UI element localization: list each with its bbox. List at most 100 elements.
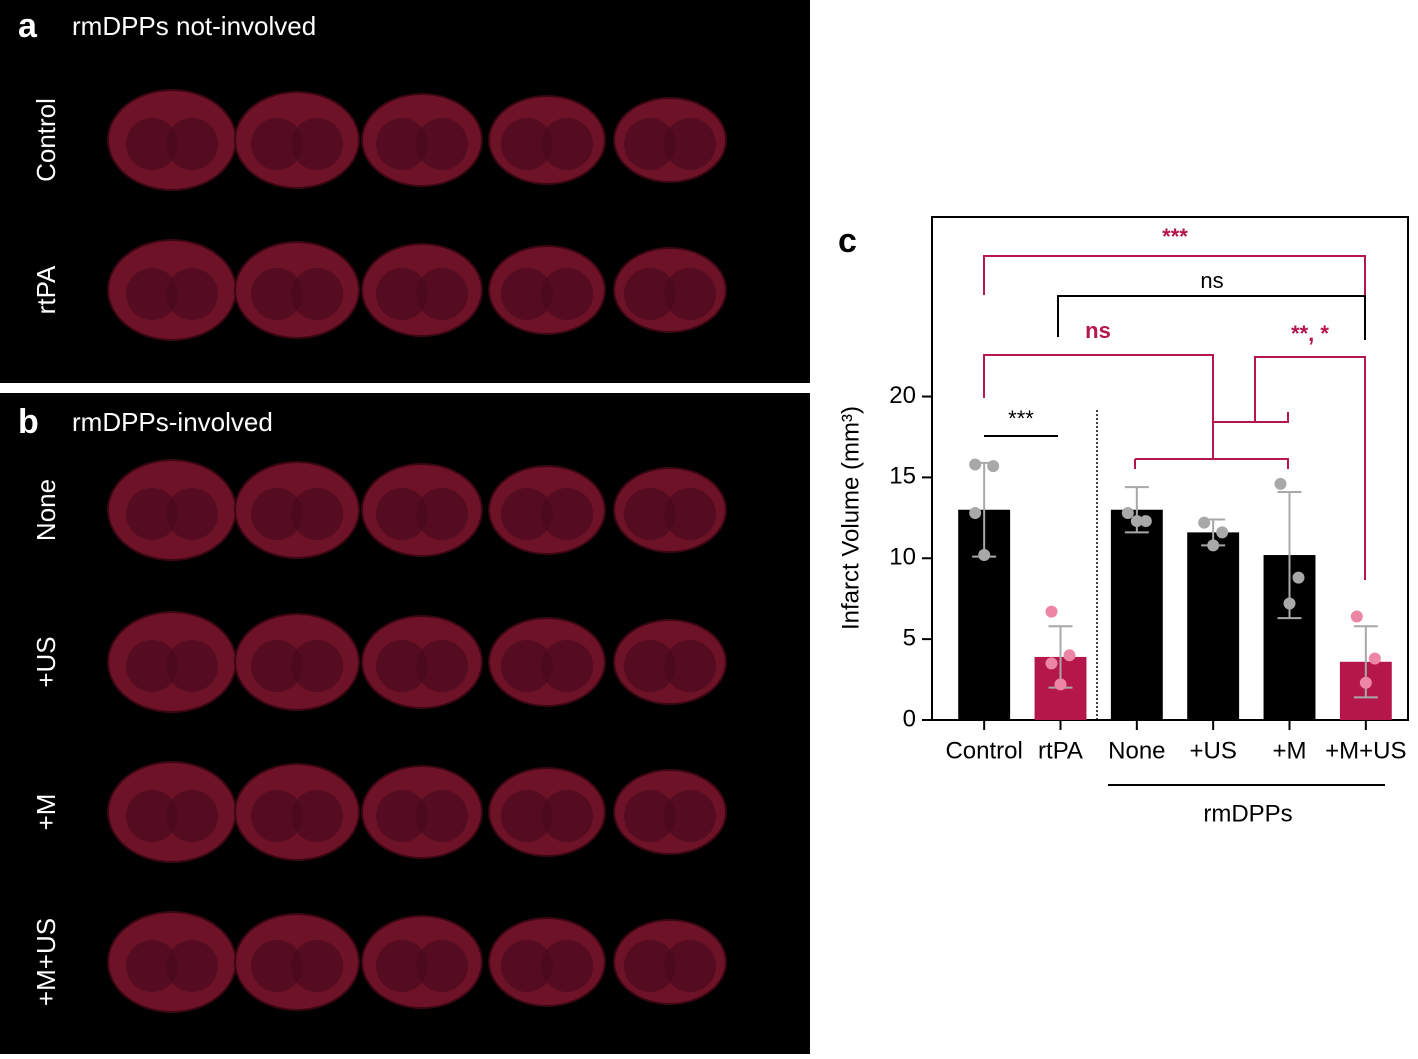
slice-detail [541, 118, 593, 170]
slice-detail [291, 940, 343, 992]
slice-detail [664, 268, 716, 320]
panel-letter: a [18, 7, 38, 45]
slice-detail [291, 640, 343, 692]
significance-label: *** [1008, 406, 1034, 431]
x-tick-label: Control [945, 737, 1022, 764]
slice-detail [291, 790, 343, 842]
slice-detail [251, 488, 303, 540]
significance-label: ns [1200, 268, 1223, 293]
slice-detail [126, 940, 178, 992]
slice-detail [376, 118, 428, 170]
row-label: None [31, 479, 61, 541]
slice-detail [541, 640, 593, 692]
slice-detail [624, 118, 676, 170]
data-point [1207, 539, 1220, 552]
slice-detail [166, 118, 218, 170]
slice-detail [166, 940, 218, 992]
data-point [1198, 516, 1211, 529]
slice-detail [291, 488, 343, 540]
data-point [1216, 526, 1229, 539]
data-point [1274, 477, 1287, 490]
data-point [987, 460, 1000, 473]
slice-detail [251, 118, 303, 170]
slice-detail [126, 268, 178, 320]
slice-detail [501, 118, 553, 170]
slice-detail [166, 268, 218, 320]
y-tick-label: 10 [889, 544, 916, 571]
data-point [969, 506, 982, 519]
data-point [1121, 506, 1134, 519]
y-tick-label: 15 [889, 463, 916, 490]
brain-slices [107, 89, 727, 1013]
slice-detail [624, 488, 676, 540]
slice-detail [624, 640, 676, 692]
significance-bracket [983, 354, 1366, 580]
significance-bracket [1057, 295, 1366, 340]
panel-letter: c [838, 222, 857, 260]
slice-detail [251, 940, 303, 992]
slice-detail [664, 488, 716, 540]
row-label: rtPA [31, 265, 61, 314]
significance-bracket [983, 255, 1366, 295]
row-label: Control [31, 98, 61, 182]
error-bar [1277, 490, 1302, 620]
slice-detail [291, 268, 343, 320]
slice-detail [166, 640, 218, 692]
bar [1187, 532, 1240, 720]
slice-detail [416, 640, 468, 692]
significance-label: *** [1162, 224, 1188, 249]
slice-detail [251, 790, 303, 842]
bar [1110, 509, 1163, 720]
slice-detail [541, 488, 593, 540]
x-tick-label: None [1108, 737, 1165, 764]
slice-detail [376, 268, 428, 320]
slice-detail [416, 488, 468, 540]
slice-detail [251, 640, 303, 692]
data-point [1139, 515, 1152, 528]
slice-detail [624, 940, 676, 992]
slice-detail [126, 790, 178, 842]
slice-detail [376, 940, 428, 992]
slice-detail [416, 118, 468, 170]
slice-detail [126, 488, 178, 540]
data-point [1359, 676, 1372, 689]
slice-detail [126, 118, 178, 170]
slice-detail [624, 790, 676, 842]
row-label: +M [31, 794, 61, 831]
data-point [1283, 597, 1296, 610]
panel-letter: b [18, 403, 39, 441]
slice-detail [376, 488, 428, 540]
x-tick-label: +M+US [1325, 737, 1406, 764]
slice-detail [416, 940, 468, 992]
data-point [969, 458, 982, 471]
row-label: +M+US [31, 918, 61, 1006]
y-tick-label: 20 [889, 382, 916, 409]
plot-frame [931, 216, 1409, 721]
y-tick-label: 5 [903, 624, 916, 651]
significance-label: **, * [1291, 321, 1329, 346]
slice-detail [664, 940, 716, 992]
slice-detail [166, 790, 218, 842]
y-axis-label: Infarct Volume (mm³) [837, 406, 864, 630]
data-point [1063, 649, 1076, 662]
group-label: rmDPPs [1203, 800, 1292, 827]
slice-detail [541, 268, 593, 320]
slice-detail [664, 118, 716, 170]
slice-detail [541, 790, 593, 842]
slice-detail [501, 268, 553, 320]
x-tick-label: +M [1272, 737, 1306, 764]
slice-detail [416, 790, 468, 842]
data-point [1045, 605, 1058, 618]
x-tick-label: rtPA [1038, 737, 1083, 764]
slice-detail [126, 640, 178, 692]
slice-detail [376, 640, 428, 692]
slice-detail [624, 268, 676, 320]
slice-detail [664, 640, 716, 692]
y-tick-label: 0 [903, 705, 916, 732]
data-point [1350, 610, 1363, 623]
data-point [1054, 678, 1067, 691]
x-tick-label: +US [1189, 737, 1236, 764]
data-point [1368, 652, 1381, 665]
panel-title: rmDPPs-involved [72, 407, 273, 437]
